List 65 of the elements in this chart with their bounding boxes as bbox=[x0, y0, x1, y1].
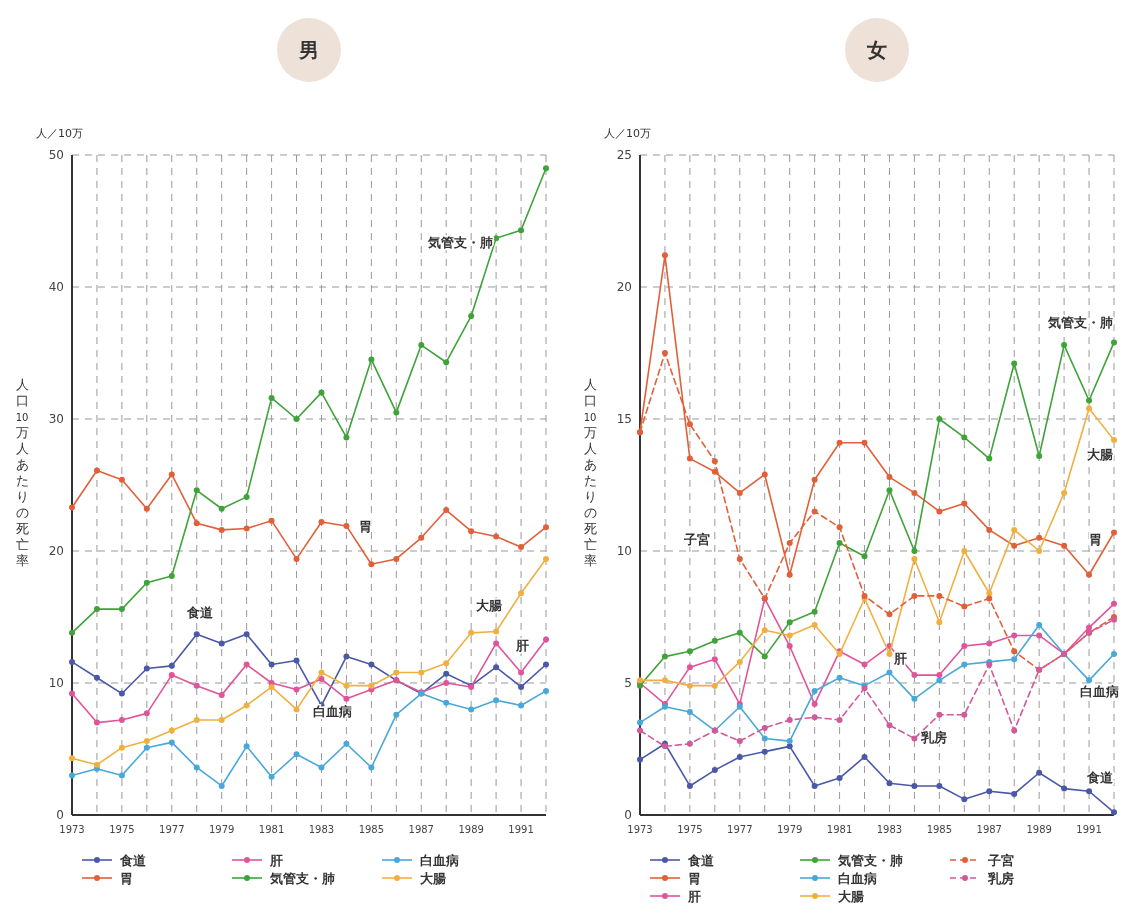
x-tick-label: 1989 bbox=[458, 824, 484, 835]
x-tick-label: 1985 bbox=[926, 824, 953, 835]
legend-label: 白血病 bbox=[838, 871, 877, 886]
x-tick-label: 1991 bbox=[1076, 824, 1102, 835]
x-tick-label: 1979 bbox=[776, 824, 803, 835]
legend-label: 胃 bbox=[120, 871, 133, 886]
y-tick-label: 10 bbox=[48, 676, 64, 690]
annotation: 肝 bbox=[514, 638, 529, 653]
legend-label: 気管支・肺 bbox=[269, 871, 335, 886]
x-tick-label: 1975 bbox=[109, 824, 135, 835]
x-tick-label: 1987 bbox=[408, 824, 434, 835]
legend-label: 白血病 bbox=[420, 853, 459, 868]
legend-label: 大腸 bbox=[838, 889, 864, 904]
annotation: 乳房 bbox=[919, 730, 947, 746]
x-tick-label: 1981 bbox=[258, 824, 285, 835]
chart-title: 男 bbox=[298, 38, 319, 62]
y-tick-label: 40 bbox=[48, 280, 64, 294]
x-tick-label: 1973 bbox=[59, 824, 85, 835]
annotation: 食道 bbox=[1085, 770, 1114, 785]
chart-title: 女 bbox=[866, 38, 887, 62]
text: 人／10万 bbox=[604, 127, 651, 140]
x-tick-label: 1979 bbox=[208, 824, 235, 835]
legend-label: 乳房 bbox=[987, 871, 1014, 886]
legend-label: 肝 bbox=[269, 853, 283, 868]
y-tick-label: 20 bbox=[616, 280, 632, 294]
x-tick-label: 1973 bbox=[627, 824, 653, 835]
annotation: 大腸 bbox=[476, 598, 503, 614]
y-tick-label: 15 bbox=[616, 412, 632, 426]
x-tick-label: 1983 bbox=[308, 824, 335, 835]
annotation: 食道 bbox=[185, 605, 214, 620]
text: 人／10万 bbox=[36, 127, 83, 140]
text: 人口10万人あたりの死亡率 bbox=[583, 377, 597, 568]
annotation: 白血病 bbox=[313, 704, 353, 719]
y-tick-label: 0 bbox=[624, 808, 632, 822]
legend-label: 気管支・肺 bbox=[837, 853, 903, 868]
legend-label: 食道 bbox=[119, 853, 147, 868]
y-tick-label: 0 bbox=[56, 808, 64, 822]
legend-label: 肝 bbox=[687, 889, 701, 904]
annotation: 胃 bbox=[1088, 532, 1102, 548]
annotation: 胃 bbox=[359, 519, 373, 535]
y-tick-label: 30 bbox=[48, 412, 64, 426]
x-tick-label: 1983 bbox=[876, 824, 903, 835]
x-tick-label: 1981 bbox=[826, 824, 853, 835]
y-tick-label: 50 bbox=[48, 148, 64, 162]
y-tick-label: 5 bbox=[624, 676, 632, 690]
annotation: 気管支・肺 bbox=[427, 235, 494, 251]
x-tick-label: 1989 bbox=[1026, 824, 1052, 835]
y-tick-label: 10 bbox=[616, 544, 632, 558]
annotation: 大腸 bbox=[1086, 446, 1113, 462]
x-tick-label: 1977 bbox=[159, 824, 185, 835]
annotation: 子宮 bbox=[682, 532, 710, 548]
y-tick-label: 25 bbox=[616, 148, 632, 162]
x-tick-label: 1977 bbox=[727, 824, 753, 835]
text: 人口10万人あたりの死亡率 bbox=[15, 377, 29, 568]
annotation: 気管支・肺 bbox=[1047, 314, 1114, 330]
annotation: 白血病 bbox=[1080, 684, 1120, 700]
legend-label: 食道 bbox=[687, 853, 715, 868]
legend-label: 大腸 bbox=[420, 871, 446, 886]
y-tick-label: 20 bbox=[48, 544, 64, 558]
x-tick-label: 1987 bbox=[976, 824, 1002, 835]
legend-label: 子宮 bbox=[987, 853, 1014, 868]
x-tick-label: 1985 bbox=[358, 824, 385, 835]
x-tick-label: 1991 bbox=[508, 824, 534, 835]
legend-label: 胃 bbox=[688, 871, 701, 886]
x-tick-label: 1975 bbox=[677, 824, 703, 835]
